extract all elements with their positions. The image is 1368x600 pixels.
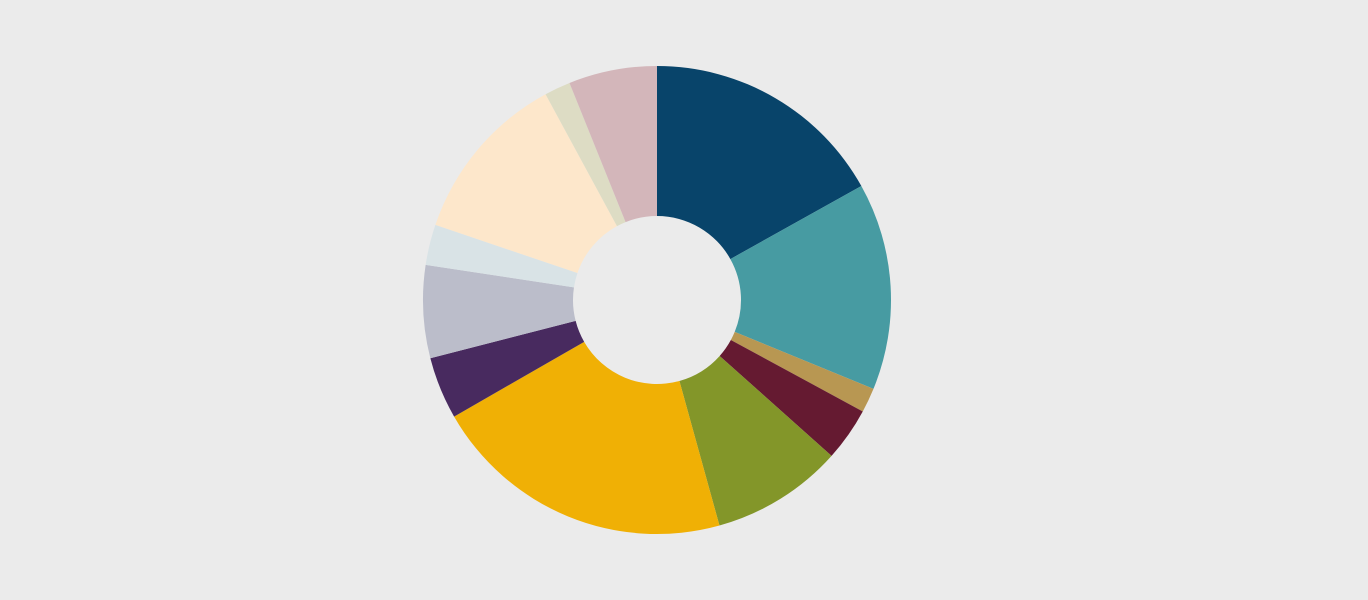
donut-slice-9 bbox=[425, 224, 578, 288]
donut-slice-11 bbox=[545, 82, 626, 227]
donut-slice-10 bbox=[435, 94, 617, 274]
donut-slice-5 bbox=[679, 355, 832, 526]
donut-slice-1 bbox=[657, 66, 862, 260]
donut-slice-4 bbox=[719, 340, 863, 456]
donut-slice-2 bbox=[730, 185, 891, 389]
donut-slice-7 bbox=[430, 320, 585, 417]
donut-slice-12 bbox=[569, 66, 657, 223]
donut-slice-6 bbox=[454, 341, 720, 534]
donut-slice-8 bbox=[422, 264, 576, 359]
donut-slice-3 bbox=[730, 331, 874, 412]
